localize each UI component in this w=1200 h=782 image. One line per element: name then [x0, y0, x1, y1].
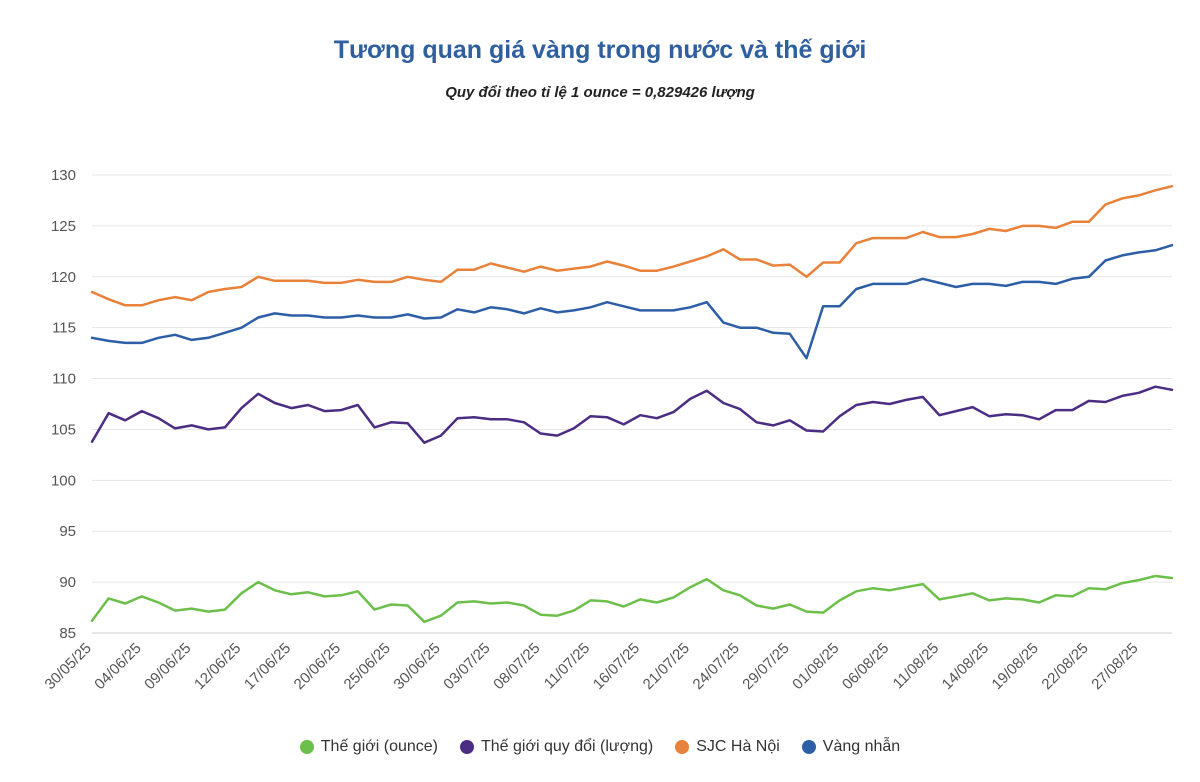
y-tick-label: 95 — [59, 523, 76, 540]
legend-item[interactable]: SJC Hà Nội — [675, 738, 780, 756]
legend-item[interactable]: Thế giới quy đổi (lượng) — [460, 738, 653, 756]
x-tick-label: 27/08/25 — [1088, 640, 1141, 693]
x-tick-label: 11/07/25 — [541, 640, 594, 693]
series-line-4 — [90, 243, 1174, 360]
x-tick-label: 30/06/25 — [390, 640, 443, 693]
x-tick-label: 24/07/25 — [690, 640, 743, 693]
x-tick-label: 01/08/25 — [789, 640, 842, 693]
x-tick-label: 19/08/25 — [989, 640, 1042, 693]
x-tick-label: 14/08/25 — [939, 640, 992, 693]
chart-legend: Thế giới (ounce) Thế giới quy đổi (lượng)… — [0, 738, 1200, 756]
y-tick-label: 110 — [52, 371, 76, 388]
x-tick-label: 16/07/25 — [590, 640, 643, 693]
legend-marker-icon — [460, 740, 474, 754]
series-line-1 — [90, 574, 1174, 624]
x-tick-label: 09/06/25 — [141, 640, 194, 693]
x-tick-label: 04/06/25 — [91, 640, 144, 693]
legend-label: Thế giới (ounce) — [320, 738, 438, 755]
x-tick-label: 20/06/25 — [291, 640, 344, 693]
x-tick-label: 03/07/25 — [440, 640, 493, 693]
x-tick-label: 08/07/25 — [490, 640, 543, 693]
x-tick-label: 22/08/25 — [1038, 640, 1091, 693]
x-tick-label: 30/05/25 — [42, 640, 95, 693]
chart-subtitle: Quy đổi theo tỉ lệ 1 ounce = 0,829426 lư… — [445, 84, 755, 101]
y-tick-label: 130 — [51, 167, 76, 184]
y-tick-label: 105 — [51, 421, 76, 438]
legend-item[interactable]: Thế giới (ounce) — [299, 738, 438, 756]
series-line-2 — [90, 385, 1174, 444]
series-line-3 — [90, 184, 1174, 307]
y-tick-label: 120 — [51, 269, 76, 286]
x-tick-label: 06/08/25 — [839, 640, 892, 693]
legend-marker-icon — [801, 740, 816, 754]
x-tick-label: 17/06/25 — [241, 640, 294, 693]
x-tick-label: 12/06/25 — [191, 640, 244, 693]
legend-label: Thế giới quy đổi (lượng) — [481, 738, 654, 755]
legend-marker-icon — [675, 740, 690, 754]
x-tick-label: 11/08/25 — [890, 640, 943, 693]
x-tick-label: 29/07/25 — [739, 640, 792, 693]
y-tick-label: 125 — [51, 218, 76, 235]
y-tick-label: 115 — [52, 320, 76, 337]
legend-label: Vàng nhẫn — [822, 738, 901, 755]
y-tick-label: 85 — [59, 625, 76, 642]
legend-label: SJC Hà Nội — [696, 738, 780, 755]
legend-marker-icon — [299, 740, 314, 754]
legend-item[interactable]: Vàng nhẫn — [801, 738, 901, 756]
x-tick-label: 21/07/25 — [640, 640, 693, 693]
y-tick-label: 90 — [59, 574, 76, 591]
y-tick-label: 100 — [51, 472, 76, 489]
x-tick-label: 25/06/25 — [341, 640, 394, 693]
chart-title: Tương quan giá vàng trong nước và thế gi… — [333, 36, 867, 64]
